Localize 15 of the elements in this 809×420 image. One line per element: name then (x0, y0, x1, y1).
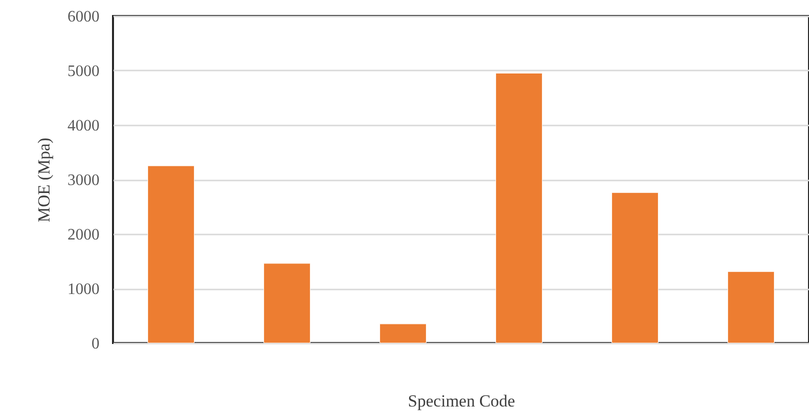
y-tick-label: 0 (92, 336, 100, 352)
y-tick-label: 4000 (68, 118, 100, 134)
bar (264, 263, 310, 344)
y-tick-label: 3000 (68, 172, 100, 189)
y-tick-label: 1000 (68, 281, 100, 298)
bar (380, 324, 426, 344)
bar (496, 72, 542, 344)
bar (612, 192, 658, 344)
x-axis-title: Specimen Code (408, 392, 516, 410)
y-tick-label: 6000 (68, 8, 100, 26)
y-tick-label: 2000 (68, 226, 100, 244)
bar (148, 166, 194, 344)
bar (728, 271, 774, 344)
y-axis-title: MOE (Mpa) (34, 138, 54, 222)
y-tick-label: 5000 (68, 63, 100, 80)
